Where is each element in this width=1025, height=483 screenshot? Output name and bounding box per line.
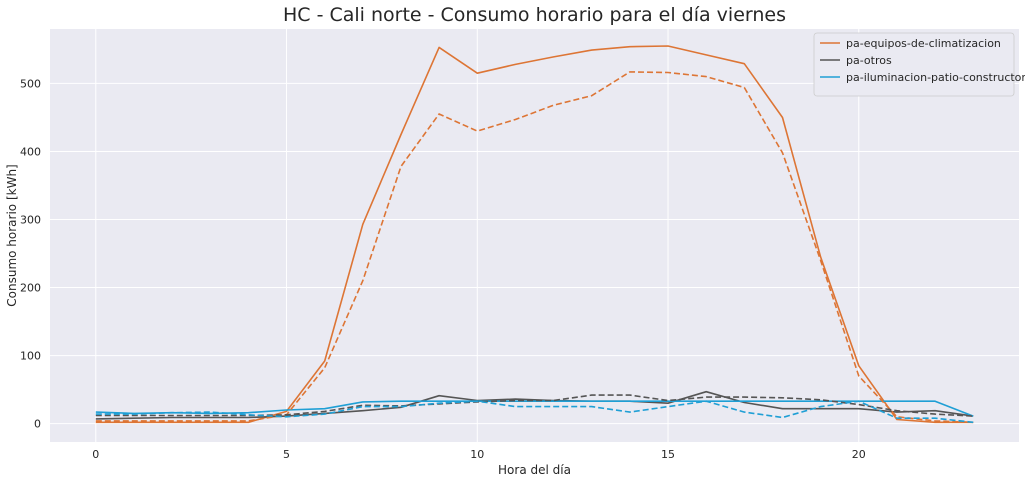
- y-tick-label: 300: [20, 214, 41, 227]
- legend: pa-equipos-de-climatizacion pa-otros pa-il…: [813, 32, 1025, 97]
- x-axis-label: Hora del día: [498, 463, 571, 477]
- x-tick-label: 20: [852, 448, 866, 461]
- y-tick-labels: 0 100 200 300 400 500: [20, 77, 41, 430]
- y-axis-label: Consumo horario [kWh]: [5, 164, 19, 306]
- series-lines: [95, 45, 974, 424]
- x-tick-label: 5: [283, 448, 290, 461]
- series-line-dashed-3: [95, 71, 974, 424]
- legend-label: pa-equipos-de-climatizacion: [846, 37, 1001, 50]
- x-tick-label: 10: [470, 448, 484, 461]
- legend-label: pa-otros: [846, 54, 892, 67]
- legend-label: pa-iluminacion-patio-constructor: [846, 71, 1025, 84]
- series-line-dashed-4: [95, 394, 974, 417]
- y-tick-label: 100: [20, 350, 41, 363]
- series-line-pa-otros: [95, 390, 974, 420]
- y-tick-label: 0: [34, 418, 41, 431]
- series-line-pa-equipos-de-climatizacion: [95, 45, 974, 424]
- x-tick-label: 15: [661, 448, 675, 461]
- series-line-dashed-5: [95, 400, 974, 424]
- x-tick-label: 0: [92, 448, 99, 461]
- legend-box: [813, 32, 1015, 97]
- chart-title: HC - Cali norte - Consumo horario para e…: [283, 4, 786, 26]
- y-tick-label: 400: [20, 145, 41, 158]
- y-tick-label: 500: [20, 77, 41, 90]
- x-tick-labels: 0 5 10 15 20: [92, 448, 865, 461]
- y-tick-label: 200: [20, 282, 41, 295]
